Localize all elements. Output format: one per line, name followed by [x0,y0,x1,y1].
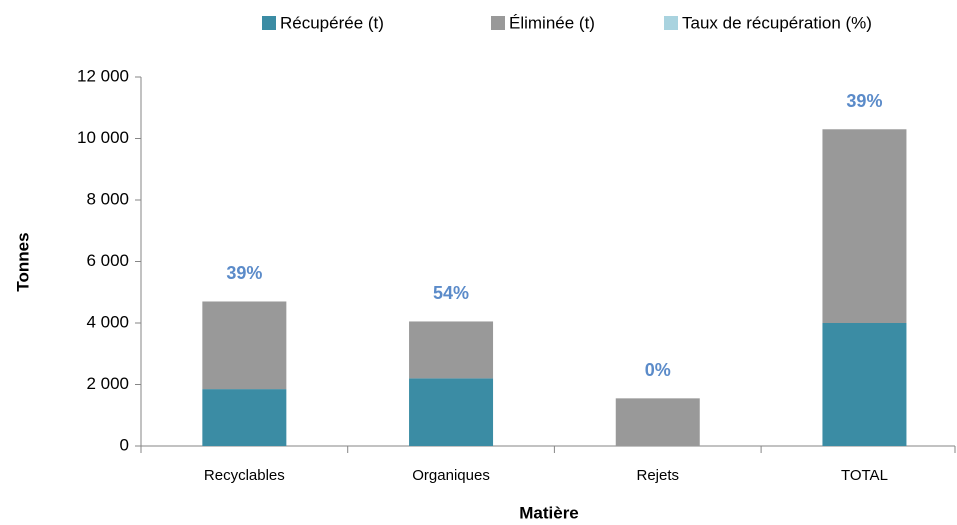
x-tick-label: Recyclables [204,467,285,484]
label-bg [832,88,897,117]
y-tick-label: 2 000 [86,374,129,393]
rate-label: 39% [846,91,882,111]
label-bg [212,260,277,289]
rate-label: 39% [226,263,262,283]
y-tick-label: 6 000 [86,251,129,270]
bar [822,323,907,446]
y-tick-label: 10 000 [77,128,129,147]
x-tick-label: TOTAL [841,467,888,484]
legend-swatch [262,16,276,30]
legend-swatch [491,16,505,30]
y-tick-label: 0 [120,435,129,454]
legend-label: Taux de récupération (%) [682,13,872,32]
rate-label: 54% [433,283,469,303]
bar [409,378,494,446]
x-tick-label: Organiques [412,467,490,484]
x-axis-title: Matière [519,503,579,522]
legend-label: Récupérée (t) [280,13,384,32]
y-tick-label: 8 000 [86,189,129,208]
bar [822,129,907,323]
y-axis-title: Tonnes [13,232,32,291]
bar [202,389,287,446]
label-bg [625,357,690,386]
label-bg [419,280,484,309]
rate-label: 0% [645,360,671,380]
y-tick-label: 12 000 [77,66,129,85]
bar [202,301,287,390]
bar [615,398,700,446]
y-tick-label: 4 000 [86,312,129,331]
x-tick-label: Rejets [636,467,679,484]
legend-label: Éliminée (t) [509,13,595,32]
bar [409,321,494,379]
legend-swatch [664,16,678,30]
